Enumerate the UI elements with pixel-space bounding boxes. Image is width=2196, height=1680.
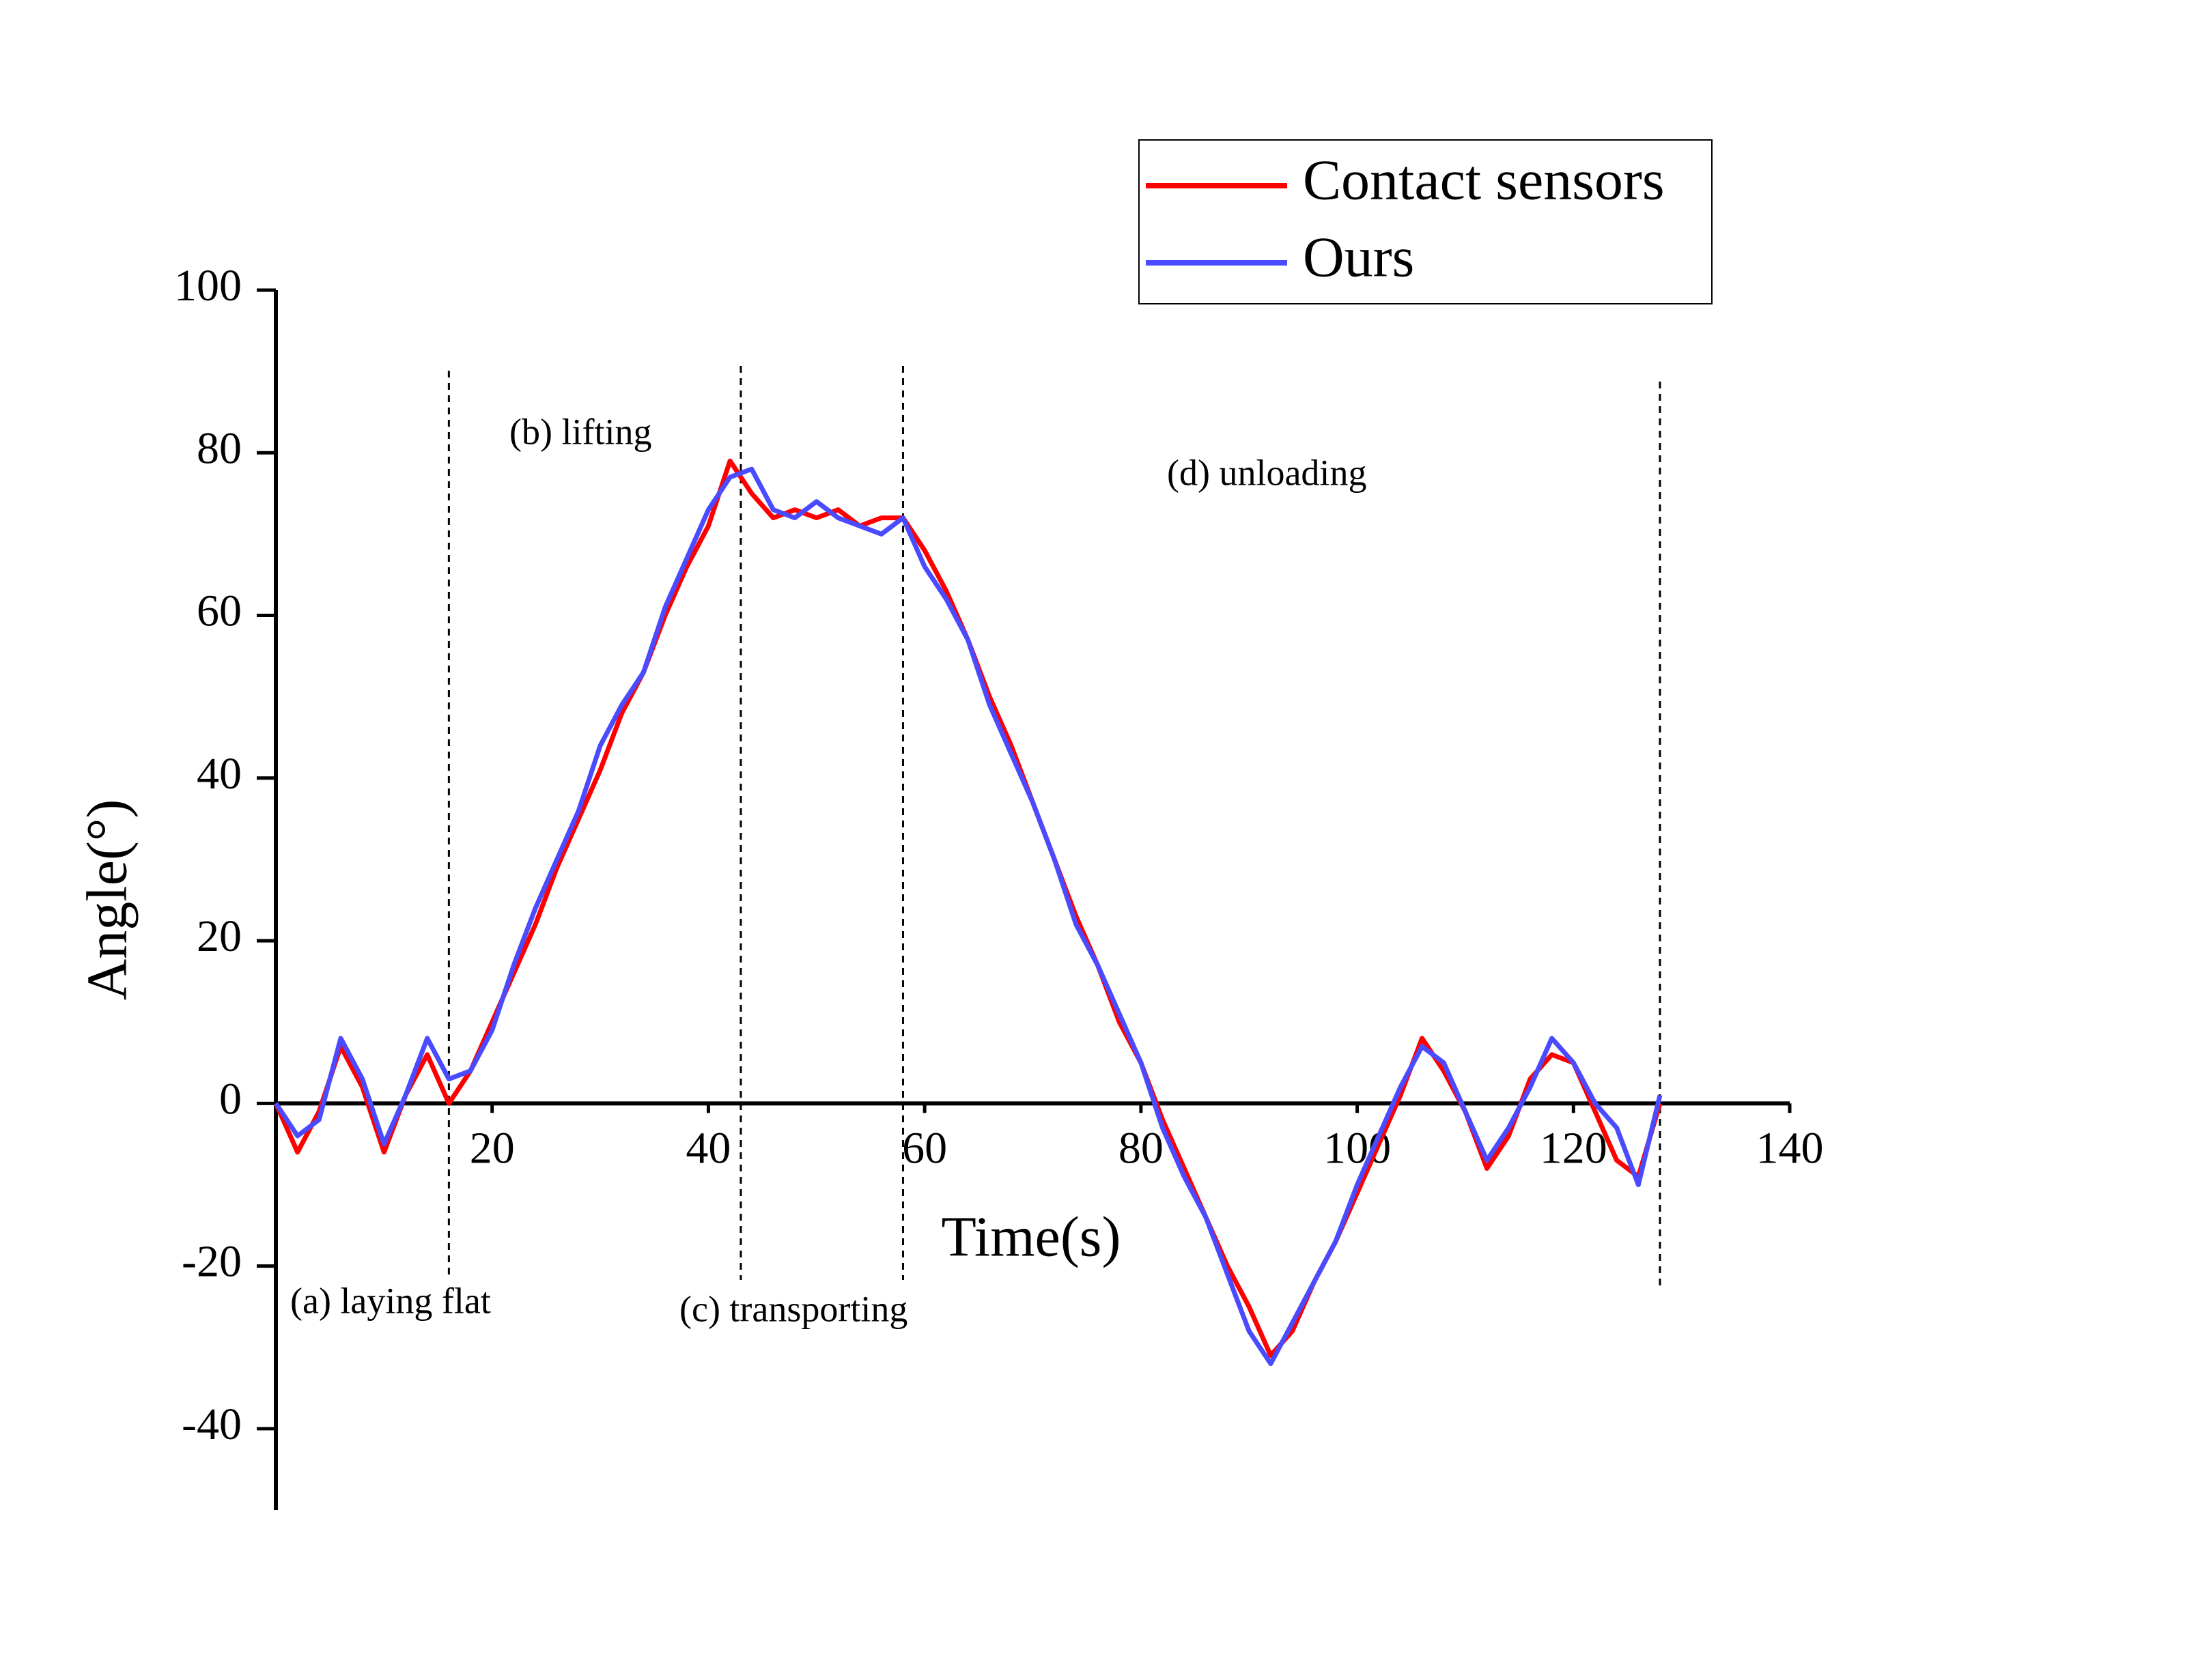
- y-tick-label: 40: [197, 749, 242, 799]
- legend-box: [1138, 139, 1713, 304]
- x-tick-label: 120: [1540, 1123, 1607, 1173]
- x-axis-title: Time(s): [942, 1205, 1121, 1268]
- y-tick-label: 100: [174, 261, 242, 311]
- y-tick-label: 60: [197, 586, 242, 636]
- y-tick-label: -20: [182, 1237, 242, 1287]
- y-tick-label: 20: [197, 911, 242, 961]
- y-tick-label: 80: [197, 423, 242, 473]
- y-tick-label: -40: [182, 1399, 242, 1449]
- y-tick-label: 0: [219, 1074, 242, 1124]
- x-tick-label: 20: [470, 1123, 515, 1173]
- phase-label: (b) lifting: [509, 411, 651, 452]
- phase-label: (c) transporting: [679, 1288, 907, 1329]
- x-tick-label: 80: [1118, 1123, 1164, 1173]
- phase-label: (a) laying flat: [290, 1280, 491, 1321]
- legend-label: Ours: [1303, 225, 1414, 289]
- legend-label: Contact sensors: [1303, 148, 1665, 212]
- phase-label: (d) unloading: [1167, 452, 1366, 493]
- data-line: [274, 466, 1663, 1367]
- x-tick-label: 140: [1756, 1123, 1824, 1173]
- y-axis-title: Angle(°): [75, 799, 139, 1001]
- x-tick-label: 40: [686, 1123, 731, 1173]
- x-tick-label: 60: [902, 1123, 947, 1173]
